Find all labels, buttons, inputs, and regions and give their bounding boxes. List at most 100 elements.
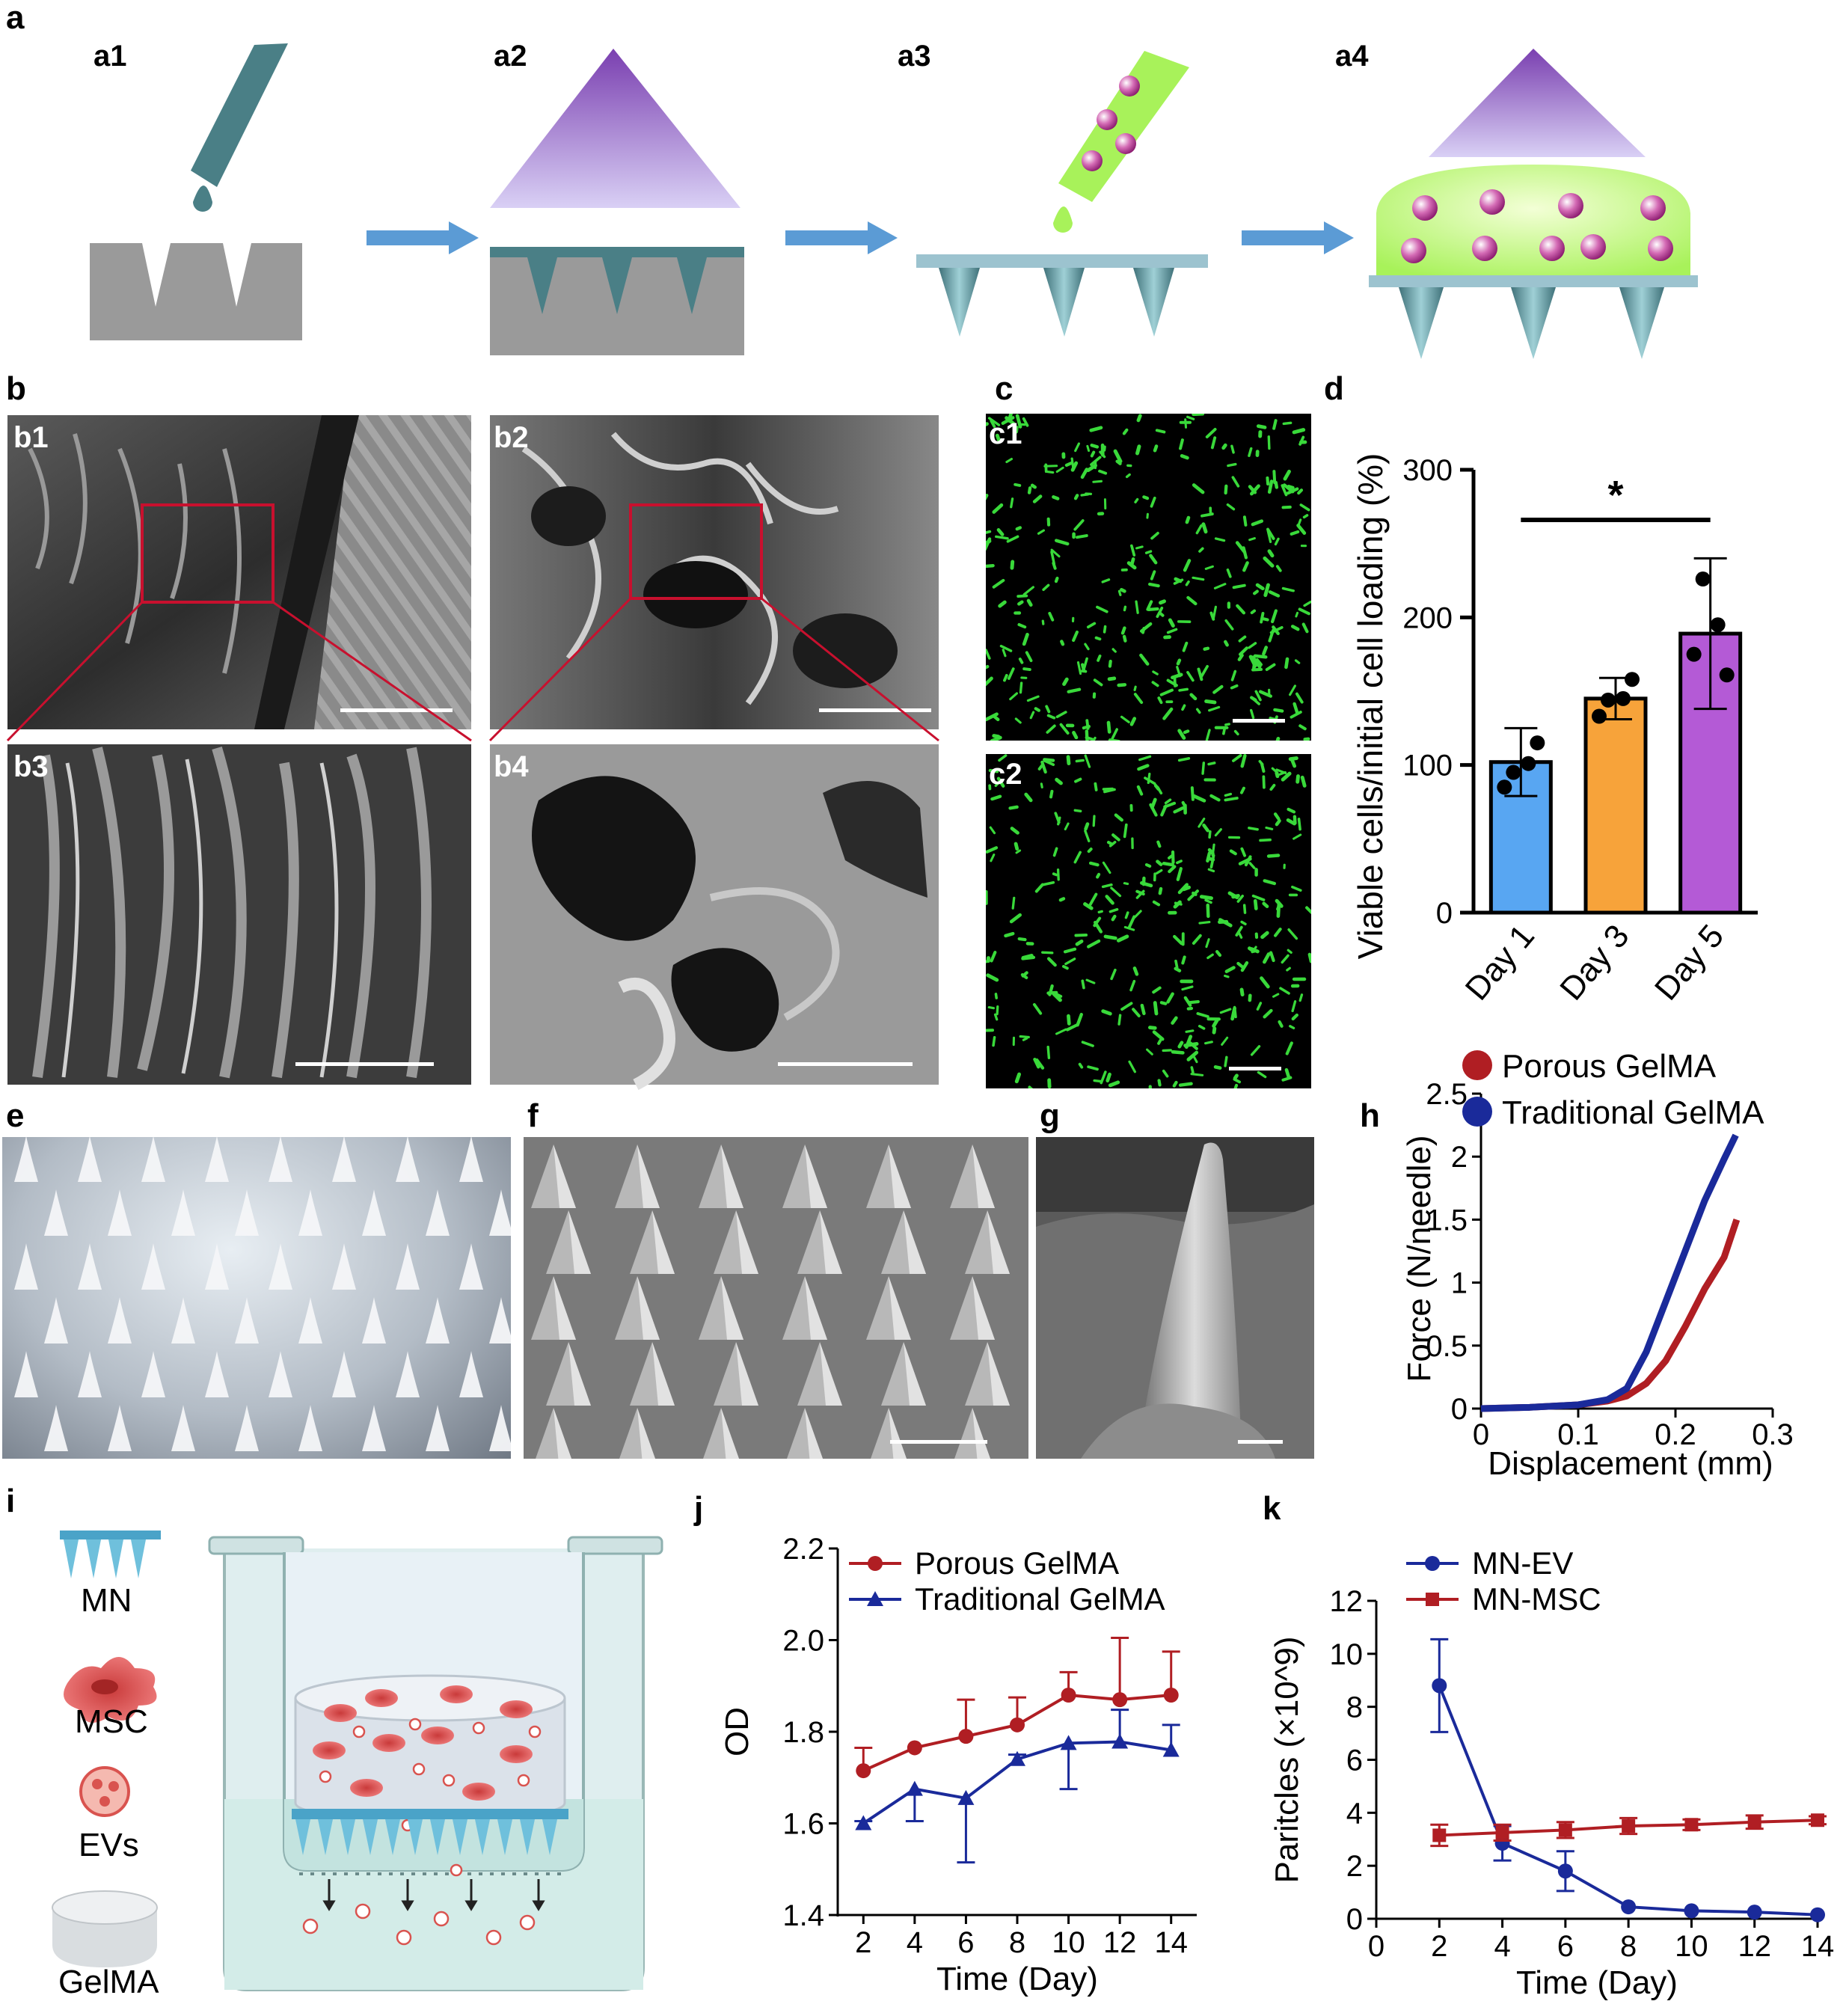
data-point bbox=[1495, 1825, 1509, 1839]
data-point bbox=[1625, 672, 1640, 687]
data-point bbox=[1747, 1815, 1761, 1829]
y-tick-label: 8 bbox=[1346, 1691, 1363, 1724]
data-point bbox=[1009, 1750, 1025, 1766]
arrow-icon bbox=[1242, 221, 1354, 254]
data-point bbox=[867, 1591, 883, 1606]
step-a3 bbox=[916, 51, 1208, 337]
panel-label-j: j bbox=[694, 1490, 704, 1527]
data-point bbox=[958, 1729, 974, 1744]
legend-label: Traditional GelMA bbox=[1502, 1094, 1764, 1131]
panel-label-f: f bbox=[527, 1097, 539, 1134]
ev-icon bbox=[79, 1766, 130, 1817]
y-tick-label: 2 bbox=[1451, 1141, 1468, 1174]
sub-label-b4: b4 bbox=[494, 750, 529, 783]
step-a2 bbox=[490, 49, 744, 355]
legend-evs-label: EVs bbox=[79, 1827, 139, 1863]
sub-label-b3: b3 bbox=[13, 750, 49, 783]
step-a4 bbox=[1369, 49, 1698, 359]
x-tick-label: Day 1 bbox=[1459, 918, 1542, 1008]
single-needle-sem-g bbox=[1036, 1137, 1314, 1459]
sub-label-a1: a1 bbox=[93, 40, 127, 73]
data-point bbox=[1530, 735, 1545, 751]
mn-array-sem-f bbox=[524, 1137, 1028, 1459]
y-tick-label: 4 bbox=[1346, 1797, 1363, 1830]
panel-label-g: g bbox=[1040, 1097, 1060, 1134]
data-point bbox=[1719, 667, 1735, 683]
data-point bbox=[1163, 1688, 1179, 1703]
data-point bbox=[1426, 1593, 1439, 1606]
panel-label-e: e bbox=[6, 1097, 25, 1134]
sub-label-a4: a4 bbox=[1335, 40, 1369, 73]
data-point bbox=[1684, 1818, 1699, 1832]
x-tick-label: 2 bbox=[1431, 1930, 1447, 1963]
x-tick-label: 8 bbox=[1620, 1930, 1637, 1963]
x-tick-label: 10 bbox=[1052, 1926, 1085, 1959]
data-point bbox=[1557, 1863, 1573, 1879]
legend-label: Porous GelMA bbox=[1502, 1048, 1717, 1085]
y-tick-label: 2.2 bbox=[782, 1533, 824, 1566]
y-tick-label: 1.8 bbox=[782, 1716, 824, 1749]
chart-j-od: 1.4 1.6 1.8 2.0 2.2 2 4 6 8 10 12 14 Porous GelMATra… bbox=[719, 1533, 1197, 1997]
x-tick-label: 0.3 bbox=[1752, 1418, 1794, 1451]
bar-day-3 bbox=[1583, 696, 1648, 915]
data-point bbox=[1810, 1907, 1825, 1922]
data-point bbox=[957, 1789, 975, 1805]
legend-gelma-label: GelMA bbox=[58, 1964, 159, 2000]
data-point bbox=[855, 1815, 872, 1830]
legend-marker bbox=[1462, 1097, 1492, 1127]
series-line bbox=[1438, 1685, 1818, 1917]
y-axis-label: Paritcles (×10^9) bbox=[1272, 1637, 1305, 1884]
data-point bbox=[1558, 1823, 1572, 1837]
x-tick-label: Day 3 bbox=[1553, 918, 1636, 1008]
sub-label-a3: a3 bbox=[898, 40, 931, 73]
x-tick-label: 12 bbox=[1103, 1926, 1137, 1959]
x-tick-label: 2 bbox=[855, 1926, 871, 1959]
data-point bbox=[1060, 1735, 1077, 1750]
x-tick-label: 0.1 bbox=[1557, 1418, 1599, 1451]
y-axis-label: Force (N/needle) bbox=[1401, 1135, 1438, 1382]
transwell-schematic bbox=[52, 1531, 663, 1991]
x-axis-label: Displacement (mm) bbox=[1488, 1445, 1773, 1482]
y-tick-label: 1.6 bbox=[782, 1808, 824, 1841]
data-point bbox=[1747, 1905, 1762, 1920]
y-tick-label: 0.5 bbox=[1426, 1330, 1468, 1363]
panel-label-d: d bbox=[1324, 370, 1344, 407]
x-tick-label: 6 bbox=[1557, 1930, 1574, 1963]
y-tick-label: 10 bbox=[1330, 1638, 1364, 1671]
legend-msc-label: MSC bbox=[75, 1703, 148, 1740]
data-point bbox=[906, 1780, 923, 1796]
x-axis-label: Time (Day) bbox=[936, 1961, 1098, 1997]
y-tick-label: 0 bbox=[1346, 1903, 1363, 1936]
y-tick-label: 0 bbox=[1436, 897, 1453, 930]
data-point bbox=[907, 1740, 922, 1756]
y-tick-label: 1.5 bbox=[1426, 1204, 1468, 1237]
data-point bbox=[1162, 1741, 1180, 1757]
data-point bbox=[1695, 572, 1711, 587]
x-axis-label: Time (Day) bbox=[1516, 1964, 1678, 2001]
data-point bbox=[1684, 1903, 1699, 1919]
mn-array-photo-e bbox=[2, 1137, 511, 1459]
y-tick-label: 100 bbox=[1402, 750, 1453, 782]
data-point bbox=[1432, 1678, 1447, 1694]
y-axis-label: Viable cells/initial cell loading (%) bbox=[1351, 453, 1390, 960]
mn-icon bbox=[60, 1531, 161, 1578]
y-axis-label: OD bbox=[719, 1707, 755, 1756]
panel-label-a: a bbox=[6, 0, 25, 36]
data-point bbox=[1010, 1717, 1025, 1732]
live-dead-image-c2 bbox=[986, 754, 1311, 1088]
data-point bbox=[1061, 1688, 1076, 1703]
fabrication-schematic bbox=[90, 43, 1698, 359]
panel-label-h: h bbox=[1360, 1097, 1380, 1134]
data-point bbox=[1592, 708, 1607, 724]
panel-label-c: c bbox=[995, 370, 1014, 407]
panel-label-i: i bbox=[6, 1483, 16, 1519]
data-point bbox=[1686, 646, 1702, 662]
x-tick-label: 10 bbox=[1675, 1930, 1708, 1963]
sub-label-c1: c1 bbox=[989, 417, 1022, 450]
step-a1 bbox=[90, 43, 302, 340]
data-point bbox=[1621, 1899, 1637, 1915]
x-tick-label: 8 bbox=[1009, 1926, 1025, 1959]
data-point bbox=[1616, 690, 1631, 706]
data-point bbox=[1601, 692, 1616, 708]
